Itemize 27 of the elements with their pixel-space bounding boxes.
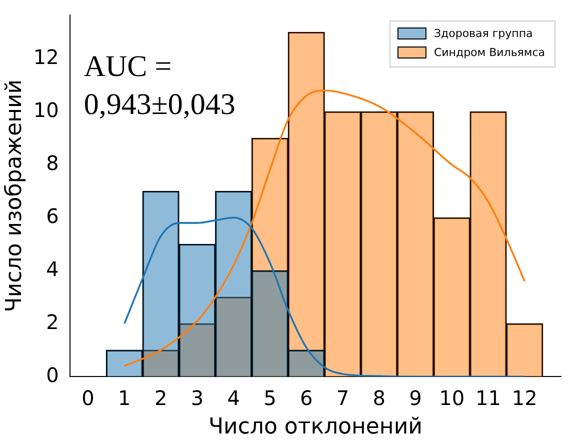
x-tick-label: 1 [118,386,131,410]
line-series [124,216,526,377]
x-tick-label: 5 [264,386,276,410]
x-tick-label: 6 [300,386,313,410]
x-tick-label: 12 [512,386,538,410]
x-tick-label: 0 [82,386,94,410]
y-tick-label: 4 [46,256,59,281]
y-tick-label: 6 [46,204,59,228]
annotation: AUC = [84,50,172,83]
annotation: 0,943±0,043 [84,88,236,121]
x-tick-label: 9 [409,386,422,410]
x-tick-label: 11 [476,386,501,410]
x-tick-label: 3 [190,386,204,410]
y-tick-label: 0 [46,362,59,387]
y-tick-label: 10 [33,98,59,122]
x-tick-label: 8 [372,386,386,410]
legend-label: Синдром Вильямса [434,46,546,59]
y-tick-label: 2 [46,310,59,334]
y-tick-label: 8 [46,150,59,175]
x-tick-label: 10 [439,386,465,410]
x-tick-label: 7 [336,386,350,410]
y-axis-title: Число изображений [2,79,27,312]
x-tick-label: 4 [227,386,240,410]
legend-label: Здоровая группа [434,26,533,40]
y-tick-label: 12 [33,44,59,69]
x-axis-title: Число отклонений [208,414,422,440]
x-tick-label: 2 [154,386,168,410]
